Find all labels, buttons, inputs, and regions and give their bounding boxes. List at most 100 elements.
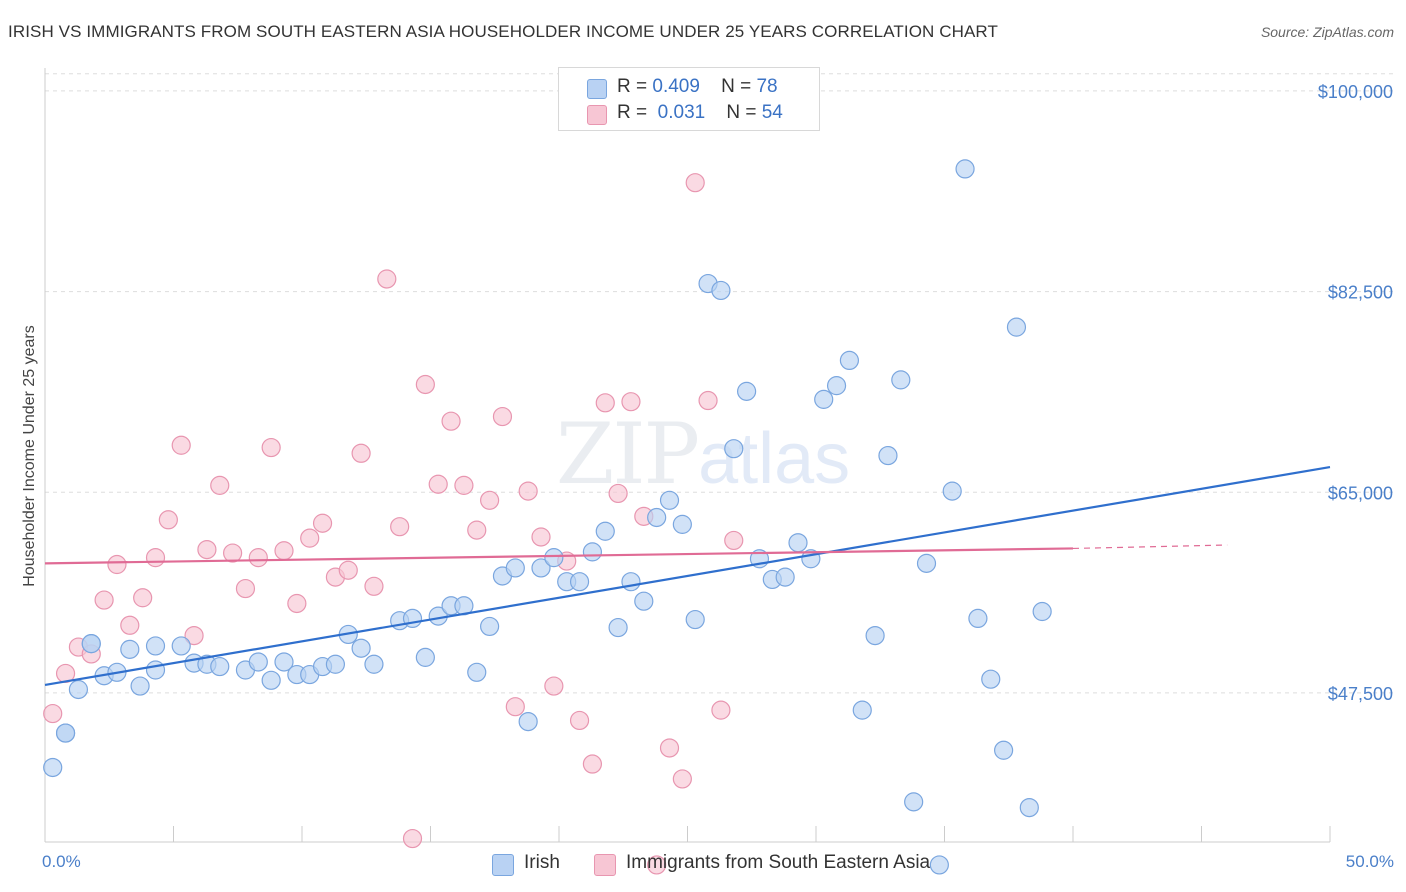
irish-point [814, 389, 834, 409]
irish-point [1006, 317, 1027, 337]
y-tick-label: $65,000 [1328, 483, 1393, 503]
irish-point [518, 711, 538, 732]
irish-point [878, 445, 898, 466]
sea-point [197, 539, 217, 560]
irish-point [81, 634, 101, 654]
irish-point [505, 558, 525, 578]
y-tick-label: $100,000 [1318, 82, 1393, 102]
irish-point [274, 652, 294, 672]
watermark-atlas: atlas [698, 419, 851, 499]
sea-r-value: 0.031 [657, 102, 706, 123]
sea-point [377, 269, 397, 289]
sea-trend-line [44, 547, 1074, 565]
irish-point [569, 572, 590, 592]
sea-point [595, 393, 615, 413]
legend-series: Irish Immigrants from South Eastern Asia [0, 852, 1406, 878]
irish-legend-label: Irish [524, 852, 560, 873]
sea-point [158, 510, 178, 530]
sea-point [402, 828, 423, 849]
y-axis-label: Householder Income Under 25 years [21, 325, 38, 587]
sea-legend-label: Immigrants from South Eastern Asia [626, 852, 931, 873]
sea-point [184, 625, 204, 646]
irish-point [904, 792, 924, 812]
irish-swatch [587, 79, 607, 99]
irish-point [775, 567, 795, 587]
sea-point [415, 374, 435, 395]
sea-point [300, 528, 320, 548]
irish-point [737, 381, 757, 401]
series-sea-points [43, 173, 744, 875]
watermark-zip: ZIP [556, 405, 700, 503]
irish-point [942, 481, 962, 501]
irish-point [955, 159, 975, 179]
sea-point [120, 615, 140, 635]
sea-point [390, 517, 410, 537]
watermark: ZIPatlas [556, 405, 850, 503]
sea-point [171, 435, 191, 455]
irish-legend-swatch [492, 854, 514, 876]
irish-point [415, 647, 435, 667]
irish-point [929, 855, 949, 875]
irish-point [647, 507, 667, 528]
sea-point [518, 481, 538, 501]
x-tick-label-max: 50.0% [1345, 852, 1394, 871]
sea-point [287, 593, 307, 614]
sea-point [492, 406, 513, 427]
irish-n-label: N = [721, 76, 752, 97]
irish-point [724, 439, 744, 459]
irish-point [55, 723, 76, 743]
irish-point [145, 660, 166, 680]
sea-point [505, 697, 525, 717]
sea-point [107, 554, 127, 575]
series-irish-points [43, 159, 1052, 875]
sea-point [480, 490, 500, 510]
sea-point [582, 754, 603, 774]
sea-point [467, 520, 487, 540]
irish-point [826, 376, 847, 396]
sea-point [672, 769, 692, 789]
irish-point [659, 490, 680, 510]
irish-point [672, 514, 692, 534]
irish-point [685, 609, 705, 630]
sea-point [621, 392, 641, 412]
irish-point [531, 558, 551, 578]
sea-trend-line-extension [1072, 544, 1228, 550]
irish-point [480, 616, 500, 637]
sea-point [223, 543, 243, 563]
irish-point [68, 679, 89, 700]
grid-lines [45, 73, 1395, 694]
irish-r-value: 0.409 [652, 76, 700, 97]
sea-point [312, 513, 333, 533]
irish-point [130, 676, 150, 696]
irish-point [865, 625, 885, 646]
irish-point [852, 700, 872, 720]
sea-point [428, 474, 448, 494]
x-tick-label-min: 0.0% [42, 852, 81, 871]
sea-point [647, 855, 667, 875]
irish-point [467, 662, 487, 682]
irish-point [981, 669, 1001, 689]
irish-point [248, 652, 268, 672]
irish-point [171, 636, 191, 656]
sea-point [441, 411, 461, 431]
sea-point [133, 588, 153, 608]
irish-point [916, 553, 937, 573]
irish-n-value: 78 [756, 76, 778, 97]
sea-point [235, 578, 256, 599]
sea-point [711, 700, 731, 720]
irish-r-label: R = [617, 76, 648, 97]
sea-point [338, 560, 358, 580]
irish-point [325, 654, 346, 674]
irish-trend-line [44, 465, 1331, 686]
sea-point [261, 437, 281, 458]
sea-point [531, 527, 551, 547]
irish-point [1032, 601, 1052, 622]
sea-n-value: 54 [761, 102, 783, 123]
irish-point [968, 608, 988, 629]
irish-point [994, 740, 1014, 760]
sea-point [608, 483, 628, 504]
sea-point [145, 548, 166, 568]
sea-legend-swatch [594, 854, 616, 876]
sea-point [698, 390, 718, 411]
